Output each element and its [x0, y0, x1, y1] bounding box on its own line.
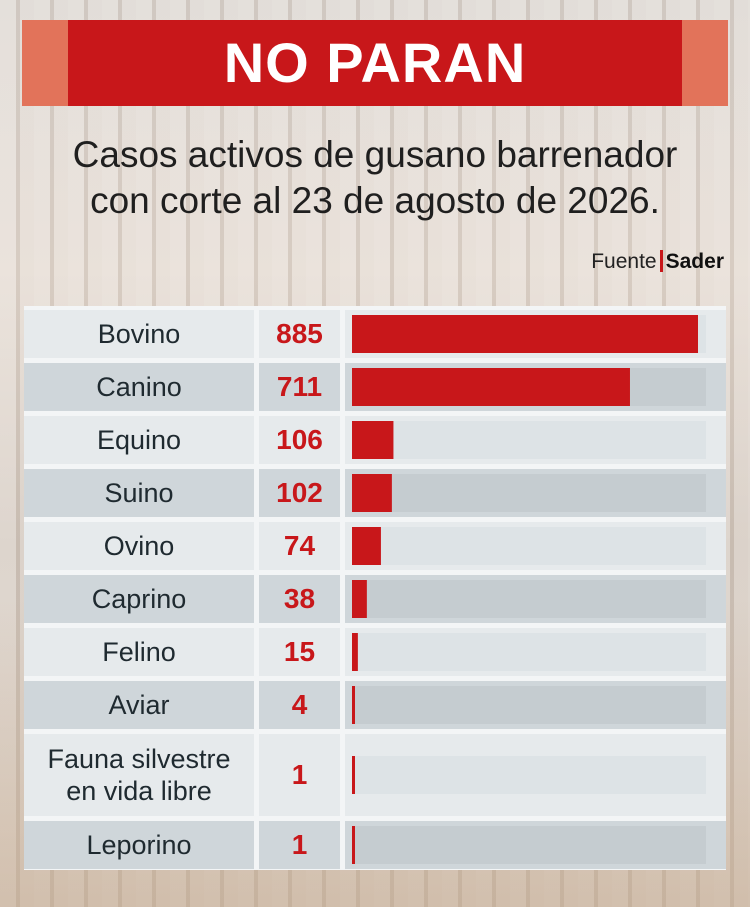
source-prefix: Fuente — [591, 250, 657, 273]
category-label: Ovino — [24, 522, 254, 570]
bar-track — [352, 580, 706, 618]
title-banner: NO PARAN — [22, 20, 728, 106]
bar-track — [352, 633, 706, 671]
title-banner-left-cap — [22, 20, 68, 106]
title-banner-right-cap — [682, 20, 728, 106]
value-label: 4 — [259, 681, 340, 729]
bar-track — [352, 474, 706, 512]
value-label: 885 — [259, 310, 340, 358]
bar — [352, 527, 381, 565]
bar-track — [352, 756, 706, 794]
value-label: 38 — [259, 575, 340, 623]
value-label: 102 — [259, 469, 340, 517]
bar — [352, 633, 358, 671]
bar-track — [352, 686, 706, 724]
category-label: Fauna silvestre en vida libre — [24, 734, 254, 816]
source-name: Sader — [665, 250, 724, 273]
bar — [352, 580, 367, 618]
chart-subtitle: Casos activos de gusano barrenador con c… — [0, 132, 750, 224]
value-label: 15 — [259, 628, 340, 676]
bar-track — [352, 527, 706, 565]
source-credit: Fuente Sader — [591, 250, 724, 274]
category-label: Aviar — [24, 681, 254, 729]
bar-track — [352, 826, 706, 864]
source-separator — [659, 250, 663, 272]
bar — [352, 474, 392, 512]
bar — [352, 826, 355, 864]
category-label: Suino — [24, 469, 254, 517]
category-label: Bovino — [24, 310, 254, 358]
bar-track — [352, 421, 706, 459]
bar — [352, 421, 394, 459]
category-label: Caprino — [24, 575, 254, 623]
category-label: Canino — [24, 363, 254, 411]
subtitle-line-2: con corte al 23 de agosto de 2026. — [90, 180, 660, 221]
value-label: 1 — [259, 734, 340, 816]
category-label: Equino — [24, 416, 254, 464]
value-label: 1 — [259, 821, 340, 869]
subtitle-line-1: Casos activos de gusano barrenador — [72, 134, 678, 175]
bar — [352, 368, 630, 406]
chart-title: NO PARAN — [223, 31, 527, 94]
value-label: 106 — [259, 416, 340, 464]
bar — [352, 756, 355, 794]
bar — [352, 686, 355, 724]
bar-chart — [352, 315, 706, 864]
category-label: Leporino — [24, 821, 254, 869]
category-label: Felino — [24, 628, 254, 676]
value-label: 74 — [259, 522, 340, 570]
value-label: 711 — [259, 363, 340, 411]
bar — [352, 315, 698, 353]
